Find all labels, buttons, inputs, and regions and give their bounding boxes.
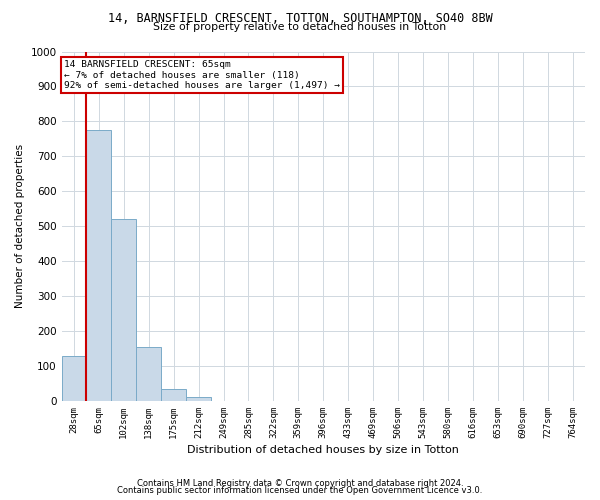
Text: Contains HM Land Registry data © Crown copyright and database right 2024.: Contains HM Land Registry data © Crown c… [137,478,463,488]
Y-axis label: Number of detached properties: Number of detached properties [15,144,25,308]
Text: 14, BARNSFIELD CRESCENT, TOTTON, SOUTHAMPTON, SO40 8BW: 14, BARNSFIELD CRESCENT, TOTTON, SOUTHAM… [107,12,493,26]
Text: Size of property relative to detached houses in Totton: Size of property relative to detached ho… [154,22,446,32]
Bar [112,219,136,401]
X-axis label: Distribution of detached houses by size in Totton: Distribution of detached houses by size … [187,445,459,455]
Bar [86,130,112,401]
Text: Contains public sector information licensed under the Open Government Licence v3: Contains public sector information licen… [118,486,482,495]
Bar [62,356,86,401]
Bar [136,347,161,401]
Text: 14 BARNSFIELD CRESCENT: 65sqm
← 7% of detached houses are smaller (118)
92% of s: 14 BARNSFIELD CRESCENT: 65sqm ← 7% of de… [64,60,340,90]
Bar [186,398,211,401]
Bar [161,388,186,401]
